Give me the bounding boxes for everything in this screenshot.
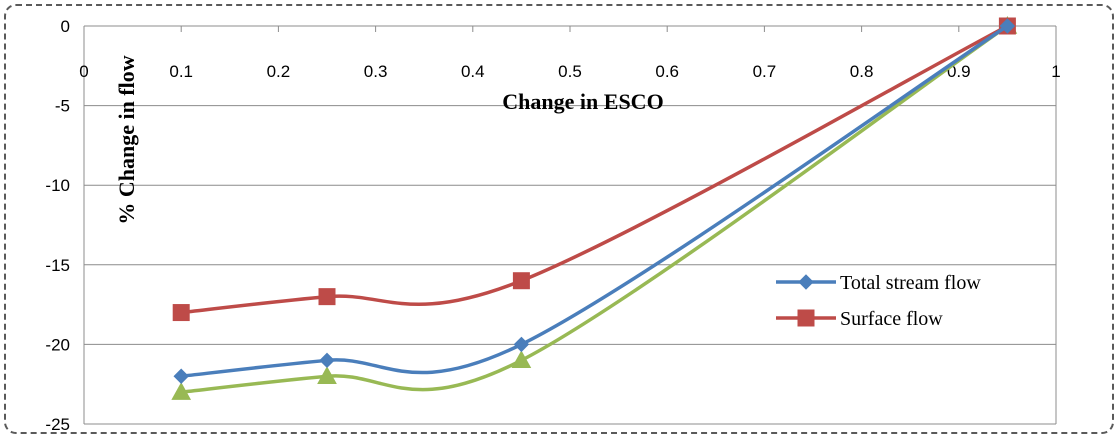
- y-tick-label: -20: [45, 335, 70, 354]
- legend-marker: [797, 309, 815, 327]
- x-tick-label: 0.5: [558, 62, 582, 81]
- data-point-square: [512, 272, 530, 290]
- data-point-diamond: [999, 18, 1016, 34]
- x-tick-label: 1: [1051, 62, 1060, 81]
- x-tick-label: 0.7: [753, 62, 777, 81]
- x-tick-label: 0: [79, 62, 88, 81]
- data-point-triangle: [171, 382, 192, 400]
- x-axis-title: Change in ESCO: [502, 89, 663, 114]
- y-tick-label: 0: [61, 17, 70, 36]
- data-point-square: [318, 288, 336, 306]
- y-tick-label: -15: [45, 256, 70, 275]
- x-tick-label: 0.2: [267, 62, 291, 81]
- y-axis-title: % Change in flow: [114, 55, 139, 224]
- x-tick-label: 0.1: [169, 62, 193, 81]
- series-line-1: [181, 24, 1009, 315]
- x-tick-label: 0.3: [364, 62, 388, 81]
- x-tick-label: 0.8: [850, 62, 874, 81]
- series-line-0: [181, 24, 1009, 378]
- y-tick-label: -5: [55, 97, 70, 116]
- legend-label: Total stream flow: [840, 272, 981, 294]
- legend-marker: [798, 274, 814, 290]
- y-tick-label: -10: [45, 176, 70, 195]
- data-point-triangle: [317, 366, 337, 384]
- legend-label: Surface flow: [840, 308, 943, 330]
- data-point-square: [172, 304, 190, 322]
- y-tick-label: -25: [45, 415, 70, 434]
- x-tick-label: 0.6: [655, 62, 679, 81]
- chart-frame: [4, 4, 1114, 434]
- data-point-triangle: [511, 350, 532, 369]
- data-point-diamond: [173, 368, 189, 384]
- x-tick-label: 0.4: [461, 62, 485, 81]
- series-line-2: [181, 24, 1009, 394]
- data-point-diamond: [513, 336, 530, 353]
- data-point-diamond: [319, 352, 335, 369]
